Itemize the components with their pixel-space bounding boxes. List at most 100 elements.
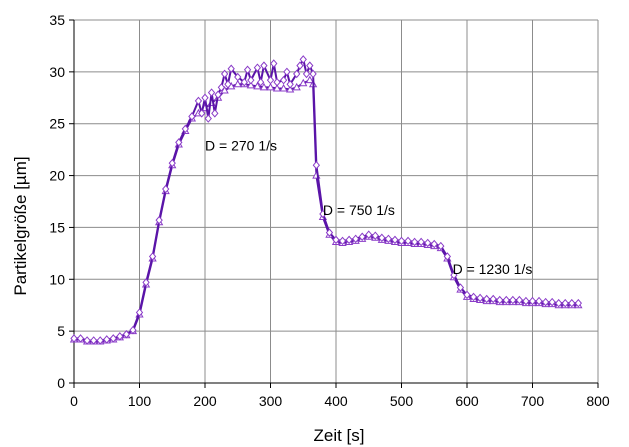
y-tick-label: 15 bbox=[49, 219, 65, 235]
data-point bbox=[272, 83, 282, 92]
data-point bbox=[293, 69, 301, 79]
data-point bbox=[358, 232, 366, 242]
y-tick-label: 10 bbox=[49, 271, 65, 287]
data-point bbox=[70, 334, 78, 343]
data-point bbox=[198, 109, 206, 118]
data-point bbox=[424, 238, 432, 248]
data-point bbox=[522, 296, 530, 306]
data-point bbox=[155, 215, 163, 225]
series-group bbox=[69, 55, 583, 345]
x-tick-label: 300 bbox=[259, 393, 283, 409]
data-point bbox=[325, 228, 334, 237]
data-point bbox=[96, 336, 104, 345]
data-point bbox=[162, 184, 170, 194]
data-point bbox=[535, 296, 543, 306]
data-point bbox=[204, 114, 212, 123]
x-tick-label: 100 bbox=[128, 393, 152, 409]
data-point bbox=[378, 233, 386, 243]
data-point bbox=[397, 236, 406, 246]
data-point bbox=[469, 292, 478, 302]
data-point bbox=[365, 230, 373, 239]
data-point bbox=[260, 61, 268, 70]
data-point bbox=[234, 72, 242, 82]
data-point bbox=[528, 296, 537, 306]
data-point bbox=[502, 295, 510, 305]
data-point bbox=[305, 75, 314, 84]
data-point bbox=[89, 336, 98, 345]
data-point bbox=[555, 298, 563, 308]
data-point bbox=[279, 83, 288, 92]
data-point bbox=[214, 90, 222, 99]
data-point bbox=[246, 80, 255, 89]
data-point bbox=[410, 237, 419, 247]
data-point bbox=[168, 158, 176, 168]
data-point bbox=[247, 75, 255, 85]
data-point bbox=[266, 75, 275, 85]
data-point bbox=[496, 295, 504, 305]
data-point bbox=[220, 69, 229, 79]
data-point bbox=[279, 75, 288, 85]
data-point bbox=[76, 334, 85, 343]
data-point bbox=[286, 84, 295, 93]
data-point bbox=[135, 308, 144, 317]
data-point bbox=[463, 290, 471, 300]
data-point bbox=[574, 298, 583, 308]
annotation-label: D = 750 1/s bbox=[323, 202, 395, 218]
data-point bbox=[283, 67, 291, 77]
y-tick-label: 25 bbox=[49, 116, 65, 132]
annotation-label: D = 1230 1/s bbox=[453, 261, 533, 277]
data-point bbox=[83, 336, 91, 345]
x-axis-label: Zeit [s] bbox=[313, 426, 364, 445]
data-point bbox=[296, 61, 304, 70]
x-tick-label: 0 bbox=[70, 393, 78, 409]
y-tick-label: 5 bbox=[57, 323, 65, 339]
data-point bbox=[243, 65, 252, 75]
data-point bbox=[211, 109, 219, 118]
data-point bbox=[489, 294, 497, 304]
data-point bbox=[404, 236, 412, 246]
data-point bbox=[309, 69, 317, 79]
data-point bbox=[240, 77, 248, 87]
data-point bbox=[541, 297, 550, 307]
data-point bbox=[306, 61, 314, 70]
data-point bbox=[253, 63, 262, 72]
data-point bbox=[257, 77, 265, 87]
data-point bbox=[302, 69, 311, 79]
data-point bbox=[299, 78, 308, 87]
y-tick-label: 30 bbox=[49, 64, 65, 80]
data-point bbox=[227, 64, 235, 74]
x-tick-label: 700 bbox=[521, 393, 545, 409]
data-point bbox=[417, 237, 425, 247]
data-point bbox=[116, 332, 124, 341]
data-point bbox=[338, 236, 347, 246]
data-point bbox=[201, 93, 209, 103]
data-point bbox=[371, 231, 379, 240]
x-tick-label: 800 bbox=[586, 393, 610, 409]
data-point bbox=[509, 295, 517, 305]
x-tick-labels: 0 100 200 300 400 500 600 700 800 bbox=[70, 393, 610, 409]
x-tick-label: 400 bbox=[324, 393, 348, 409]
x-tick-label: 600 bbox=[455, 393, 479, 409]
data-point bbox=[142, 278, 150, 287]
data-point bbox=[384, 234, 393, 244]
y-tick-labels: 0 5 10 15 20 25 30 35 bbox=[49, 12, 65, 391]
data-point bbox=[266, 82, 275, 91]
data-point bbox=[476, 293, 484, 303]
data-point bbox=[181, 124, 190, 134]
x-tick-label: 200 bbox=[193, 393, 217, 409]
data-point bbox=[568, 298, 576, 308]
data-point bbox=[129, 325, 137, 335]
x-tick-label: 500 bbox=[390, 393, 414, 409]
data-point bbox=[561, 298, 569, 308]
data-point bbox=[548, 297, 556, 307]
data-point bbox=[437, 241, 445, 251]
data-point bbox=[220, 85, 229, 94]
axes bbox=[69, 19, 599, 388]
data-point bbox=[351, 234, 360, 244]
data-point bbox=[233, 79, 242, 88]
data-point bbox=[194, 96, 203, 106]
data-point bbox=[430, 239, 438, 249]
data-point bbox=[391, 235, 399, 245]
data-point bbox=[319, 209, 327, 219]
